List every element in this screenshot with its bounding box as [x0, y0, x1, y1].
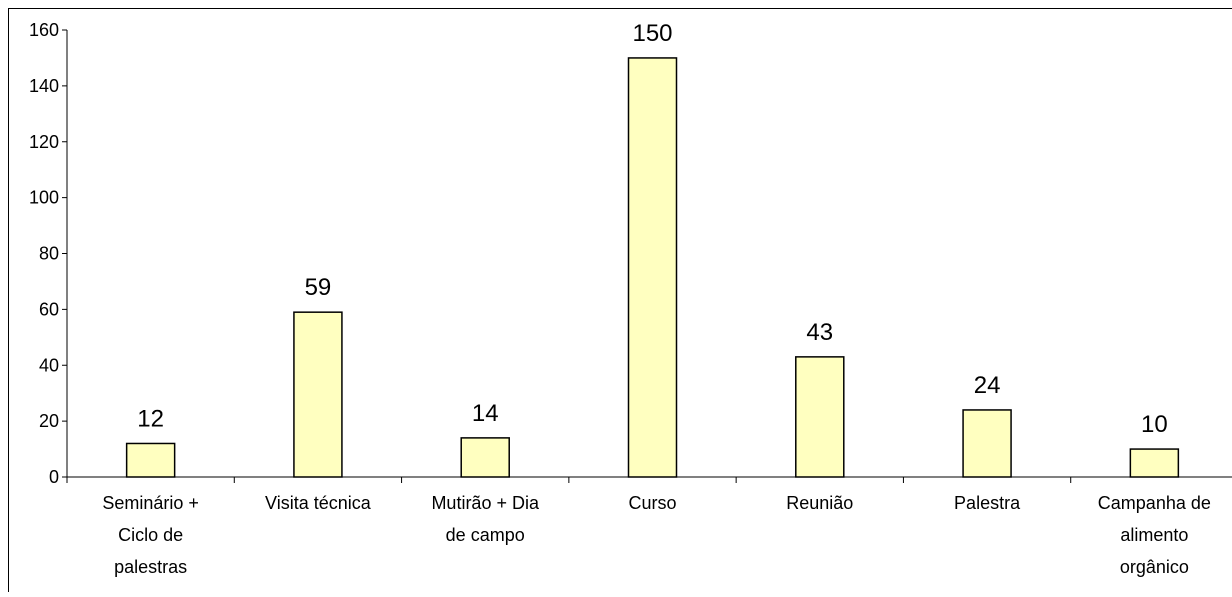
category-label: Seminário +	[102, 493, 199, 513]
category-label: alimento	[1120, 525, 1188, 545]
data-label: 14	[472, 400, 499, 427]
category-label: Curso	[628, 493, 676, 513]
y-tick-label: 80	[39, 244, 59, 264]
bar	[796, 357, 844, 477]
bar	[461, 438, 509, 477]
category-label: Campanha de	[1098, 493, 1211, 513]
category-label: orgânico	[1120, 557, 1189, 577]
y-tick-label: 40	[39, 355, 59, 375]
y-tick-label: 100	[29, 188, 59, 208]
y-tick-label: 140	[29, 76, 59, 96]
category-label: de campo	[446, 525, 525, 545]
bar	[294, 312, 342, 477]
bar	[1130, 449, 1178, 477]
category-label: Reunião	[786, 493, 853, 513]
category-label: Palestra	[954, 493, 1021, 513]
data-label: 24	[974, 372, 1001, 399]
category-label: Visita técnica	[265, 493, 372, 513]
data-label: 12	[137, 405, 164, 432]
y-tick-label: 60	[39, 299, 59, 319]
data-label: 150	[632, 20, 672, 47]
data-label: 59	[305, 274, 332, 301]
bar	[629, 58, 677, 477]
y-tick-label: 160	[29, 20, 59, 40]
y-tick-label: 20	[39, 411, 59, 431]
category-label: palestras	[114, 557, 187, 577]
y-tick-label: 0	[49, 467, 59, 487]
y-tick-label: 120	[29, 132, 59, 152]
bar	[127, 443, 175, 477]
data-label: 43	[806, 319, 833, 346]
bar	[963, 410, 1011, 477]
category-label: Mutirão + Dia	[431, 493, 540, 513]
category-label: Ciclo de	[118, 525, 183, 545]
data-label: 10	[1141, 411, 1168, 438]
